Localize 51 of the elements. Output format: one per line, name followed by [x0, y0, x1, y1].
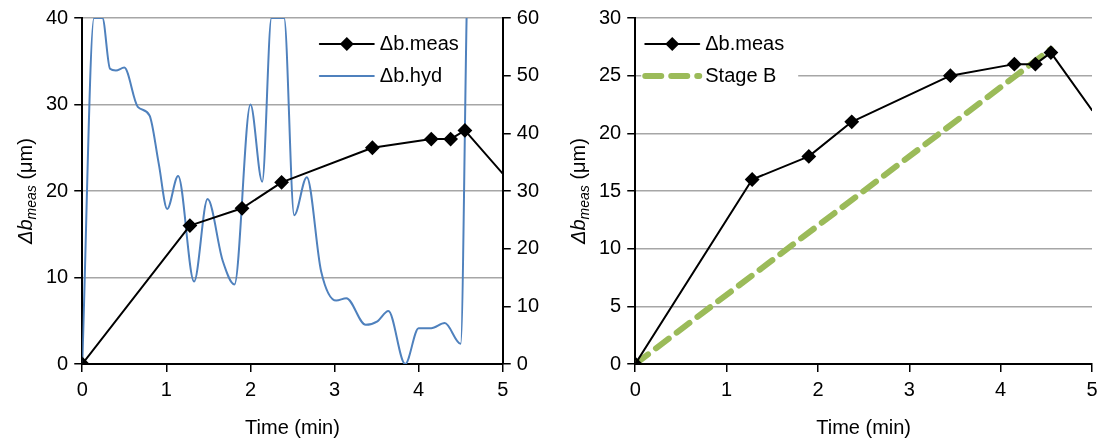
- y-tick-label: 15: [599, 178, 622, 201]
- x-axis-title: Time (min): [816, 415, 912, 438]
- y-tick-label: 40: [46, 5, 69, 28]
- x-tick-label: 5: [1086, 377, 1098, 400]
- y-tick-label: 0: [57, 351, 69, 374]
- point: [182, 218, 197, 233]
- legend-label: Δb.meas: [379, 31, 459, 54]
- legend-label: Stage B: [705, 63, 777, 86]
- y-tick-label: 25: [599, 63, 622, 86]
- point: [1043, 45, 1058, 60]
- point: [274, 175, 289, 190]
- point: [844, 114, 859, 129]
- x-axis-title: Time (min): [245, 415, 340, 438]
- point: [235, 201, 250, 216]
- y2-tick-label: 20: [516, 236, 539, 259]
- point: [943, 68, 958, 83]
- x-tick-label: 1: [160, 377, 172, 400]
- x-tick-label: 1: [721, 377, 733, 400]
- legend-label: Δb.hyd: [379, 63, 443, 86]
- x-tick-label: 0: [76, 377, 88, 400]
- y-tick-label: 10: [599, 236, 622, 259]
- x-tick-label: 0: [629, 377, 641, 400]
- point: [424, 132, 439, 147]
- y2-tick-label: 0: [516, 351, 528, 374]
- point: [1007, 57, 1022, 72]
- point: [365, 140, 380, 155]
- y-tick-label: 20: [599, 120, 622, 143]
- x-tick-label: 5: [497, 377, 509, 400]
- y-tick-label: 5: [610, 293, 622, 316]
- x-tick-label: 2: [244, 377, 257, 400]
- x-tick-label: 3: [903, 377, 915, 400]
- point: [801, 149, 816, 164]
- y2-tick-label: 60: [516, 5, 539, 28]
- y-tick-label: 20: [46, 178, 69, 201]
- y-tick-label: 0: [610, 351, 622, 374]
- y2-tick-label: 50: [516, 63, 539, 86]
- y2-tick-label: 10: [516, 293, 539, 316]
- y-tick-label: 10: [46, 265, 69, 288]
- point: [1028, 57, 1043, 72]
- y-tick-label: 30: [46, 92, 69, 115]
- point: [443, 132, 458, 147]
- point: [745, 172, 760, 187]
- y2-tick-label: 40: [516, 120, 539, 143]
- point: [457, 123, 472, 138]
- x-tick-label: 3: [328, 377, 341, 400]
- y2-tick-label: 30: [516, 178, 539, 201]
- x-tick-label: 4: [995, 377, 1007, 400]
- x-tick-label: 4: [413, 377, 425, 400]
- x-tick-label: 2: [812, 377, 824, 400]
- legend-label: Δb.meas: [705, 31, 785, 54]
- y-tick-label: 30: [599, 5, 622, 28]
